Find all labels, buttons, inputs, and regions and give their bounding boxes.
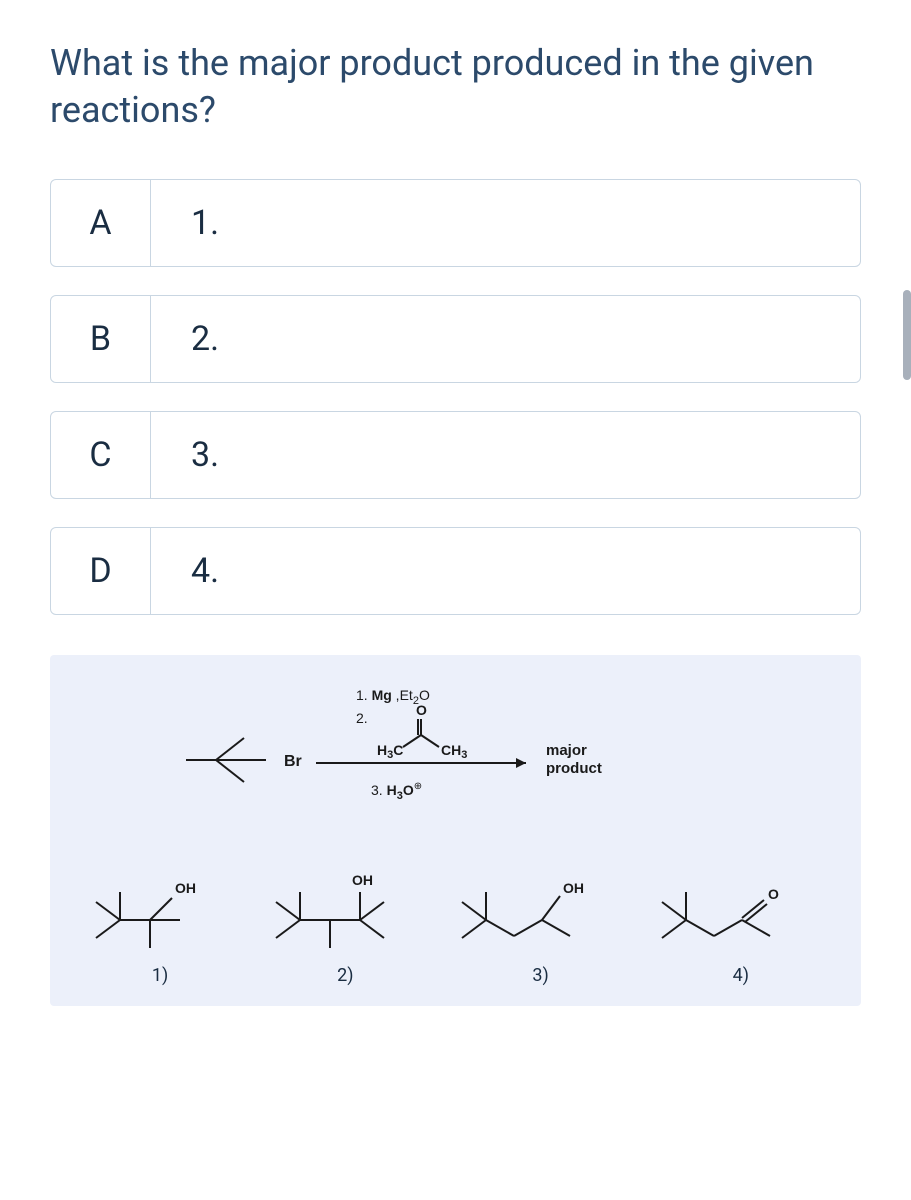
product-4-svg: O bbox=[646, 865, 836, 955]
option-d[interactable]: D 4. bbox=[50, 527, 861, 615]
diagram-panel: Br 1. Mg ,Et2O 2. O H3C CH3 bbox=[50, 655, 861, 1006]
product-2-svg: OH bbox=[255, 865, 435, 955]
option-c[interactable]: C 3. bbox=[50, 411, 861, 499]
option-d-letter: D bbox=[51, 528, 151, 614]
product-2-label: 2) bbox=[337, 965, 353, 986]
product-1-oh: OH bbox=[175, 880, 196, 896]
option-d-text: 4. bbox=[151, 551, 219, 591]
product-4: O 4) bbox=[646, 865, 836, 986]
ketone-right: CH3 bbox=[441, 742, 467, 761]
product-1: OH 1) bbox=[75, 865, 245, 986]
options-container: A 1. B 2. C 3. D 4. bbox=[50, 179, 861, 615]
ketone-o: O bbox=[416, 702, 427, 718]
option-b-text: 2. bbox=[151, 319, 219, 359]
product-2-oh: OH bbox=[352, 872, 373, 888]
option-c-text: 3. bbox=[151, 435, 219, 475]
product-1-svg: OH bbox=[75, 865, 245, 955]
step2-prefix: 2. bbox=[356, 710, 368, 726]
option-a[interactable]: A 1. bbox=[50, 179, 861, 267]
option-b[interactable]: B 2. bbox=[50, 295, 861, 383]
question-title: What is the major product produced in th… bbox=[50, 40, 861, 134]
scroll-indicator[interactable] bbox=[903, 290, 911, 380]
product-1-label: 1) bbox=[152, 965, 168, 986]
br-label: Br bbox=[284, 753, 302, 770]
option-c-letter: C bbox=[51, 412, 151, 498]
product-4-o: O bbox=[768, 886, 779, 902]
option-a-letter: A bbox=[51, 180, 151, 266]
product-3-label: 3) bbox=[532, 965, 548, 986]
product-3-oh: OH bbox=[563, 880, 584, 896]
product-4-label: 4) bbox=[733, 965, 749, 986]
product-2: OH 2) bbox=[255, 865, 435, 986]
ketone-left: H3C bbox=[377, 742, 403, 761]
option-b-letter: B bbox=[51, 296, 151, 382]
product-3-svg: OH bbox=[446, 865, 636, 955]
major-label: major bbox=[546, 742, 587, 759]
reaction-row: Br 1. Mg ,Et2O 2. O H3C CH3 bbox=[70, 685, 841, 835]
reaction-svg: Br 1. Mg ,Et2O 2. O H3C CH3 bbox=[176, 685, 736, 835]
option-a-text: 1. bbox=[151, 203, 219, 243]
products-row: OH 1) bbox=[70, 865, 841, 986]
product-label: product bbox=[546, 760, 602, 777]
product-3: OH 3) bbox=[446, 865, 636, 986]
step3-label: 3. H3O⊕ bbox=[371, 781, 422, 802]
